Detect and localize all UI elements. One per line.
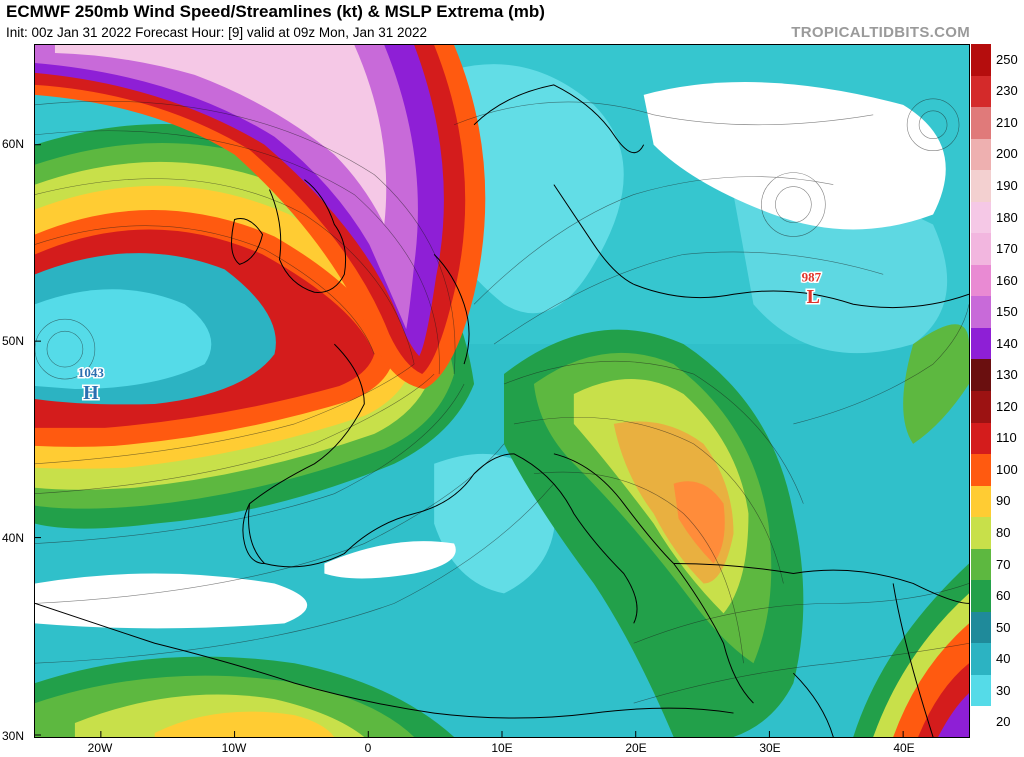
colorbar-label: 160: [996, 272, 1018, 288]
colorbar-swatch: [971, 422, 991, 455]
colorbar-swatch: [971, 674, 991, 707]
colorbar-swatch: [971, 201, 991, 234]
colorbar-label: 140: [996, 335, 1018, 351]
colorbar-swatch: [971, 264, 991, 297]
colorbar-swatch: [971, 327, 991, 360]
lon-label-20w: 20W: [87, 741, 113, 755]
colorbar-label: 100: [996, 461, 1018, 477]
colorbar-label: 190: [996, 177, 1018, 193]
colorbar-label: 250: [996, 51, 1018, 67]
lat-label-40n: 40N: [2, 531, 25, 545]
forecast-info: Init: 00z Jan 31 2022 Forecast Hour: [9]…: [6, 25, 428, 40]
colorbar-label: 180: [996, 209, 1018, 225]
colorbar-label: 130: [996, 367, 1018, 383]
colorbar-label: 120: [996, 398, 1018, 414]
site-credit: TROPICALTIDBITS.COM: [791, 24, 970, 41]
colorbar-swatch: [971, 75, 991, 108]
map-title: ECMWF 250mb Wind Speed/Streamlines (kt) …: [6, 2, 545, 21]
pressure-center-high: 1043 H: [76, 364, 105, 406]
colorbar-swatch: [971, 138, 991, 171]
colorbar-label: 20: [996, 714, 1011, 730]
colorbar-swatch: [971, 359, 991, 392]
colorbar-swatch: [971, 643, 991, 676]
colorbar-label: 60: [996, 588, 1011, 604]
colorbar-label: 80: [996, 524, 1011, 540]
colorbar-label: 210: [996, 114, 1018, 130]
coastlines: [35, 84, 969, 737]
colorbar-swatch: [971, 44, 991, 77]
pressure-center-low: 987 L: [800, 268, 823, 310]
colorbar-swatch: [971, 548, 991, 581]
colorbar-swatch: [971, 580, 991, 613]
colorbar-label: 200: [996, 146, 1018, 162]
colorbar-label: 170: [996, 241, 1018, 257]
low-pressure-value: 987: [802, 269, 822, 284]
graticule-ticks: [35, 144, 904, 737]
colorbar-swatch: [971, 611, 991, 644]
wind-speed-map: 1043 H 987 L: [34, 44, 970, 738]
colorbar-label: 110: [996, 430, 1017, 446]
colorbar-swatch: [971, 296, 991, 329]
lon-label-40e: 40E: [893, 741, 915, 755]
colorbar-swatch: [971, 170, 991, 203]
lon-label-20e: 20E: [625, 741, 647, 755]
colorbar-label: 30: [996, 682, 1011, 698]
colorbar-label: 40: [996, 651, 1011, 667]
streamlines: [35, 98, 969, 704]
colorbar-label: 90: [996, 493, 1011, 509]
colorbar-swatch: [971, 391, 991, 424]
colorbar-swatch: [971, 517, 991, 550]
colorbar-swatch: [971, 485, 991, 518]
high-pressure-value: 1043: [78, 365, 104, 380]
colorbar-swatch: [971, 107, 991, 140]
lon-label-30e: 30E: [759, 741, 781, 755]
lon-label-0: 0: [364, 741, 372, 755]
colorbar-label: 230: [996, 83, 1018, 99]
lon-label-10e: 10E: [491, 741, 513, 755]
colorbar-swatch: [971, 454, 991, 487]
colorbar-label: 150: [996, 304, 1018, 320]
colorbar-swatch: [971, 706, 991, 739]
high-pressure-letter: H: [83, 382, 99, 404]
low-pressure-letter: L: [807, 286, 820, 308]
lat-label-30n: 30N: [2, 729, 25, 743]
wind-speed-colorbar: [971, 44, 991, 739]
colorbar-label: 70: [996, 556, 1011, 572]
colorbar-swatch: [971, 233, 991, 266]
lat-label-50n: 50N: [2, 334, 25, 348]
lat-label-60n: 60N: [2, 137, 25, 151]
lon-label-10w: 10W: [221, 741, 247, 755]
colorbar-label: 50: [996, 619, 1011, 635]
